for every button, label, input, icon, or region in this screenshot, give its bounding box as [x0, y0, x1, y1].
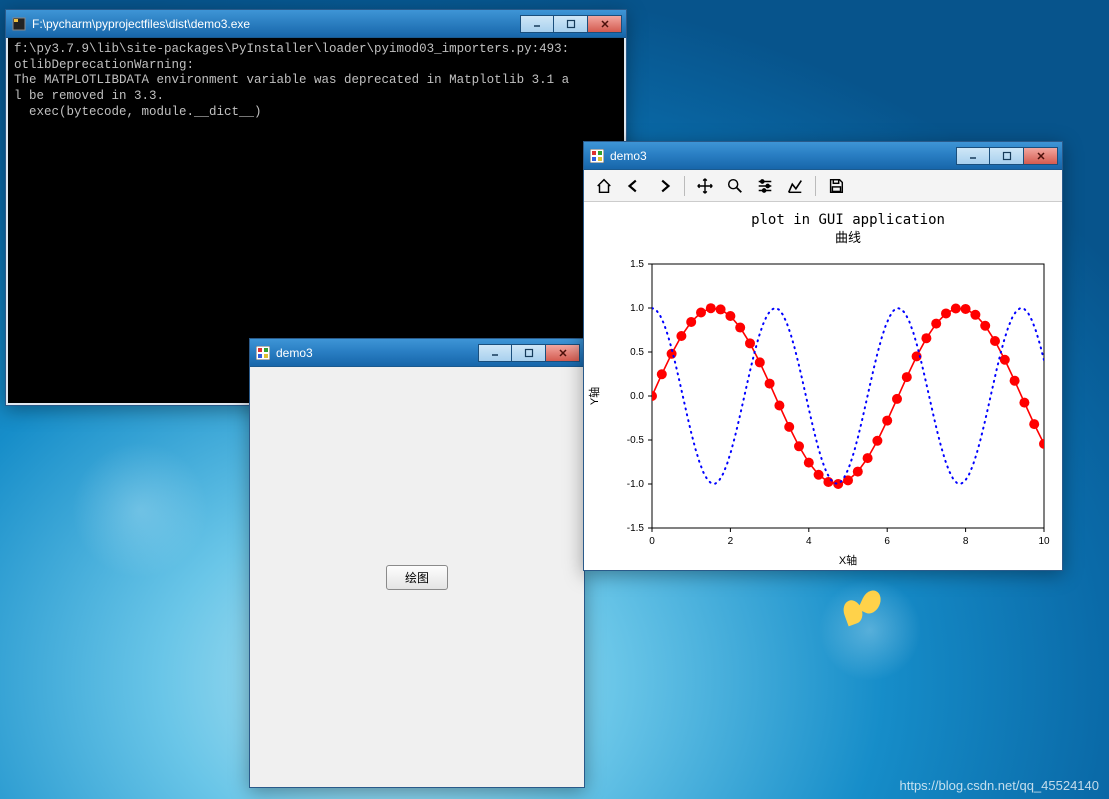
demo3-plot-window: demo3 plot in GUI application 曲线 0 2 4 6 8 10 -1… [583, 141, 1063, 571]
chart-canvas[interactable]: plot in GUI application 曲线 0 2 4 6 8 10 -1.5 -1.0… [584, 202, 1062, 570]
plot-button[interactable]: 绘图 [386, 565, 448, 590]
app-icon [256, 346, 270, 360]
svg-text:10: 10 [1038, 536, 1050, 547]
client-area: 绘图 [250, 367, 584, 787]
home-icon[interactable] [590, 173, 618, 199]
close-button[interactable] [1024, 147, 1058, 165]
titlebar[interactable]: demo3 [250, 339, 584, 367]
svg-text:4: 4 [806, 536, 812, 547]
titlebar[interactable]: demo3 [584, 142, 1062, 170]
svg-text:-1.5: -1.5 [627, 523, 645, 534]
svg-text:1.5: 1.5 [630, 259, 644, 270]
svg-text:6: 6 [884, 536, 890, 547]
window-title: F:\pycharm\pyprojectfiles\dist\demo3.exe [32, 17, 520, 31]
app-icon [12, 17, 26, 31]
svg-text:曲线: 曲线 [835, 230, 861, 245]
minimize-button[interactable] [520, 15, 554, 33]
forward-icon[interactable] [650, 173, 678, 199]
window-title: demo3 [276, 346, 478, 360]
svg-text:1.0: 1.0 [630, 303, 644, 314]
save-icon[interactable] [822, 173, 850, 199]
desktop-glow [60, 430, 220, 590]
svg-text:Y轴: Y轴 [587, 387, 601, 405]
maximize-button[interactable] [990, 147, 1024, 165]
svg-text:0.0: 0.0 [630, 391, 644, 402]
edit-axes-icon[interactable] [781, 173, 809, 199]
svg-text:8: 8 [963, 536, 969, 547]
maximize-button[interactable] [554, 15, 588, 33]
toolbar-separator [815, 176, 816, 196]
titlebar[interactable]: F:\pycharm\pyprojectfiles\dist\demo3.exe [6, 10, 626, 38]
desktop-glow [810, 570, 930, 690]
configure-subplots-icon[interactable] [751, 173, 779, 199]
minimize-button[interactable] [478, 344, 512, 362]
close-button[interactable] [588, 15, 622, 33]
matplotlib-toolbar [584, 170, 1062, 202]
zoom-icon[interactable] [721, 173, 749, 199]
svg-text:-0.5: -0.5 [627, 435, 645, 446]
back-icon[interactable] [620, 173, 648, 199]
svg-text:0: 0 [649, 536, 655, 547]
close-button[interactable] [546, 344, 580, 362]
svg-text:2: 2 [728, 536, 734, 547]
maximize-button[interactable] [512, 344, 546, 362]
demo3-button-window: demo3 绘图 [249, 338, 585, 788]
app-icon [590, 149, 604, 163]
toolbar-separator [684, 176, 685, 196]
svg-text:X轴: X轴 [839, 553, 857, 567]
pan-icon[interactable] [691, 173, 719, 199]
minimize-button[interactable] [956, 147, 990, 165]
svg-text:0.5: 0.5 [630, 347, 644, 358]
window-title: demo3 [610, 149, 956, 163]
svg-text:plot in GUI application: plot in GUI application [751, 212, 945, 228]
svg-text:-1.0: -1.0 [627, 479, 645, 490]
watermark-text: https://blog.csdn.net/qq_45524140 [900, 778, 1100, 793]
